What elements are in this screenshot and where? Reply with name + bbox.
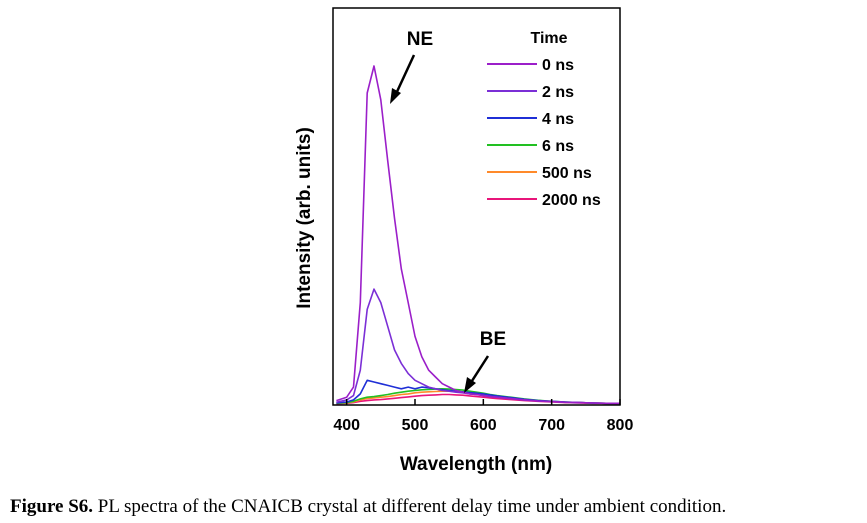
x-axis-label: Wavelength (nm) [400,454,552,475]
annotation-ne-arrowhead [390,88,401,104]
legend-label-3: 6 ns [542,138,574,155]
legend-title: Time [530,30,567,47]
legend-label-2: 4 ns [542,111,574,128]
annotation-ne: NE [390,29,433,104]
legend-label-1: 2 ns [542,84,574,101]
series-lines [336,65,621,405]
x-tick-label-4: 800 [607,417,634,434]
annotation-be-label: BE [480,329,506,350]
series-line-1 [336,288,620,405]
pl-spectra-chart: 400 500 600 700 800 Wavelength (nm) Intensit… [294,7,633,475]
figure-caption: Figure S6. PL spectra of the CNAICB crys… [10,496,860,518]
annotation-ne-label: NE [407,29,433,50]
legend: 0 ns 2 ns 4 ns 6 ns 500 ns 2000 ns [487,57,601,209]
caption-text: PL spectra of the CNAICB crystal at diff… [93,496,727,517]
annotation-ne-arrow [393,54,416,97]
annotation-be-arrowhead [464,377,476,393]
caption-label: Figure S6. [10,496,94,517]
legend-label-0: 0 ns [542,57,574,74]
y-axis-label: Intensity (arb. units) [294,127,315,309]
annotation-be-arrow [468,355,490,385]
x-axis-ticks: 400 500 600 700 800 [333,399,633,434]
x-tick-label-1: 500 [402,417,429,434]
x-tick-label-3: 700 [538,417,565,434]
plot-frame [332,7,621,406]
x-tick-label-2: 600 [470,417,497,434]
legend-label-4: 500 ns [542,165,592,182]
legend-label-5: 2000 ns [542,192,601,209]
series-line-0 [336,65,620,405]
annotation-be: BE [464,329,506,393]
x-tick-label-0: 400 [333,417,360,434]
